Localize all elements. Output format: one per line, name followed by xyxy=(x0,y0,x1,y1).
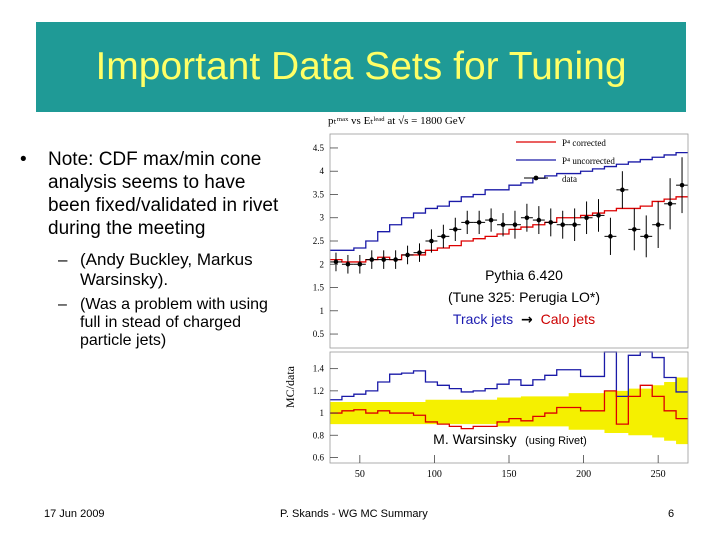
footer-center: P. Skands - WG MC Summary xyxy=(280,508,428,520)
data-point xyxy=(488,217,494,223)
data-point xyxy=(393,257,398,262)
data-point xyxy=(643,234,649,239)
data-point xyxy=(381,257,386,262)
data-point xyxy=(584,215,589,221)
data-point xyxy=(512,222,518,228)
data-point xyxy=(632,227,637,232)
data-point xyxy=(655,222,661,228)
y-tick-label: 2 xyxy=(320,259,325,269)
footer-date: 17 Jun 2009 xyxy=(44,508,105,520)
ratio-y-tick-label: 0.6 xyxy=(313,452,325,462)
uncertainty-band xyxy=(330,377,688,445)
bullet-text: Note: CDF max/min cone analysis seems to… xyxy=(48,149,279,239)
data-point xyxy=(429,238,434,244)
legend-label: data xyxy=(562,174,577,184)
data-point xyxy=(667,201,673,207)
credit-note: (using Rivet) xyxy=(525,435,587,447)
title-bar: Important Data Sets for Tuning xyxy=(36,22,686,112)
data-point xyxy=(345,261,351,267)
ratio-y-tick-label: 1 xyxy=(320,408,325,418)
ratio-y-tick-label: 1.2 xyxy=(313,386,324,396)
sub-bullet-symbol: – xyxy=(58,250,68,269)
x-tick-label: 100 xyxy=(427,469,442,480)
plot-figure: pₜᵐᵃˣ vs Eₜˡᵉᵃᵈ at √s = 1800 GeV 4.5 4 3.5… xyxy=(283,115,689,480)
data-point xyxy=(572,222,577,228)
sub-bullet-symbol: – xyxy=(58,296,67,313)
legend-label: P⁴ corrected xyxy=(562,138,606,148)
data-point xyxy=(548,220,554,225)
y-tick-label: 1 xyxy=(320,306,325,316)
annotation-line2: (Tune 325: Perugia LO*) xyxy=(448,289,600,305)
annotation-line1: Pythia 6.420 xyxy=(485,267,563,283)
ratio-line-uncorrected xyxy=(330,351,688,401)
ratio-y-label: MC/data xyxy=(283,365,297,408)
ratio-y-tick-label: 0.8 xyxy=(313,430,325,440)
data-point xyxy=(405,252,410,258)
data-point xyxy=(608,234,613,239)
series-line-uncorrected xyxy=(330,151,688,251)
data-point xyxy=(620,187,625,193)
data-point xyxy=(524,215,530,221)
ratio-y-tick-label: 1.4 xyxy=(313,364,325,374)
data-point xyxy=(333,259,339,265)
legend: P⁴ corrected P⁴ uncorrected data xyxy=(516,138,615,184)
data-point xyxy=(536,217,542,223)
data-point xyxy=(453,227,458,232)
bullet-symbol: • xyxy=(20,149,27,170)
data-point xyxy=(679,182,685,188)
x-tick-label: 200 xyxy=(576,469,591,480)
y-tick-label: 3 xyxy=(320,213,325,223)
sub-bullet-item: – (Was a problem with using full in stea… xyxy=(58,296,290,350)
annotation-line3: Track jets → Calo jets xyxy=(453,311,595,328)
data-point xyxy=(441,234,446,239)
credit-line: M. Warsinsky (using Rivet) xyxy=(433,431,587,448)
credit-name: M. Warsinsky xyxy=(433,431,516,447)
data-point xyxy=(369,257,375,262)
page-number: 6 xyxy=(668,508,675,520)
y-tick-label: 1.5 xyxy=(313,283,325,293)
bullet-item: • Note: CDF max/min cone analysis seems … xyxy=(20,148,290,240)
sub-bullet-text: (Was a problem with using full in stead … xyxy=(80,296,268,349)
slide-title: Important Data Sets for Tuning xyxy=(95,45,627,88)
y-tick-label: 2.5 xyxy=(313,236,325,246)
bullet-list: • Note: CDF max/min cone analysis seems … xyxy=(20,148,290,350)
legend-label: P⁴ uncorrected xyxy=(562,156,615,166)
plot-header: pₜᵐᵃˣ vs Eₜˡᵉᵃᵈ at √s = 1800 GeV xyxy=(328,115,466,127)
ratio-line-corrected xyxy=(330,384,688,430)
sub-bullet-item: – (Andy Buckley, Markus Warsinsky). xyxy=(58,250,290,290)
x-tick-label: 150 xyxy=(502,469,517,480)
annotation-track: Track jets xyxy=(453,311,513,327)
data-point xyxy=(596,213,601,218)
x-tick-label: 50 xyxy=(355,469,365,480)
annotation-calo: Calo jets xyxy=(541,311,595,327)
data-point xyxy=(357,261,363,267)
y-tick-label: 3.5 xyxy=(313,189,325,199)
sub-bullet-text: (Andy Buckley, Markus Warsinsky). xyxy=(80,250,253,289)
data-point xyxy=(500,222,506,228)
y-tick-label: 4 xyxy=(320,166,325,176)
y-tick-label: 0.5 xyxy=(313,329,325,339)
data-point xyxy=(464,220,470,225)
data-point xyxy=(417,250,422,255)
data-point xyxy=(476,220,482,225)
data-point xyxy=(560,222,565,228)
x-tick-label: 250 xyxy=(651,469,666,480)
y-tick-label: 4.5 xyxy=(313,143,325,153)
annotation-arrow: → xyxy=(521,312,533,328)
